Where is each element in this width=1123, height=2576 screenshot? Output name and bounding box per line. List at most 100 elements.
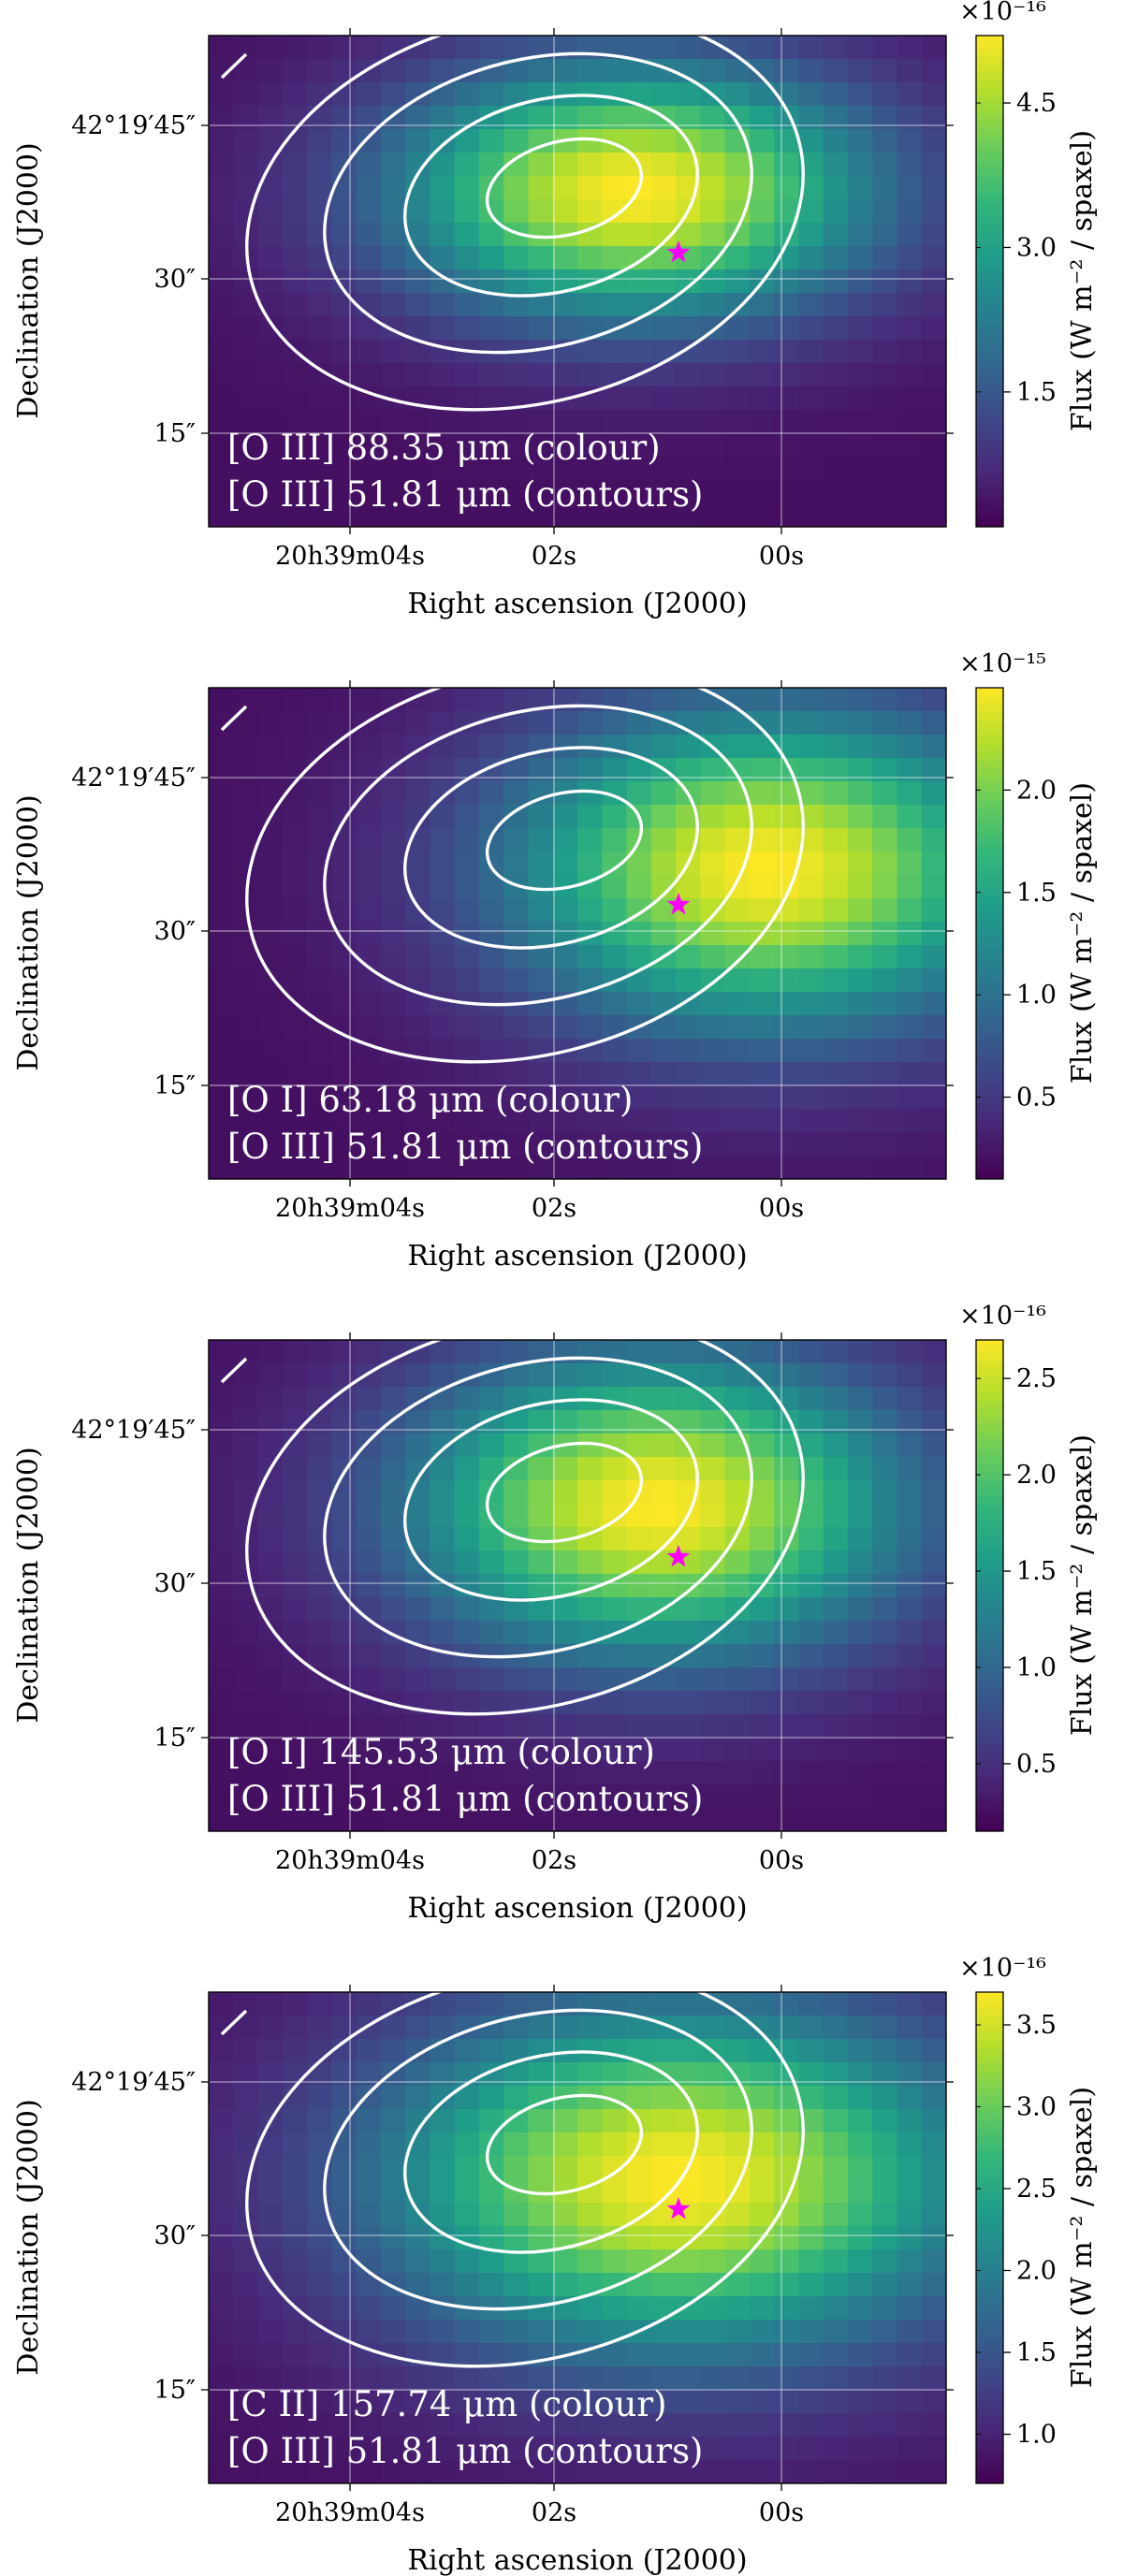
heatmap-cell xyxy=(209,1457,234,1481)
heatmap-cell xyxy=(650,153,677,177)
heatmap-cell xyxy=(724,363,751,387)
heatmap-cell xyxy=(430,1738,456,1762)
heatmap-cell xyxy=(430,1550,456,1575)
heatmap-cell xyxy=(897,503,923,527)
heatmap-cell xyxy=(380,1434,406,1458)
heatmap-cell xyxy=(478,2179,504,2204)
heatmap-cell xyxy=(872,176,898,200)
heatmap-cell xyxy=(356,1738,382,1762)
heatmap-cell xyxy=(405,199,430,224)
heatmap-cell xyxy=(356,1992,382,2016)
heatmap-cell xyxy=(430,59,456,83)
heatmap-cell xyxy=(454,176,480,200)
heatmap-cell xyxy=(897,2273,923,2297)
contour-line xyxy=(220,705,248,732)
heatmap-cell xyxy=(897,1691,923,1715)
heatmap-cell xyxy=(307,36,332,60)
heatmap-cell xyxy=(798,129,824,153)
heatmap-cell xyxy=(626,480,652,504)
heatmap-cell xyxy=(650,129,677,153)
heatmap-cell xyxy=(724,992,751,1016)
heatmap-cell xyxy=(380,1109,406,1133)
heatmap-cell xyxy=(528,2226,554,2250)
heatmap-cell xyxy=(897,36,923,60)
heatmap-cell xyxy=(650,2413,677,2438)
heatmap-cell xyxy=(897,153,923,177)
heatmap-cell xyxy=(676,2343,701,2367)
heatmap-cell xyxy=(872,1691,898,1715)
heatmap-cell xyxy=(209,2366,234,2391)
heatmap-cell xyxy=(700,2413,726,2438)
contours xyxy=(220,1992,805,2368)
heatmap-cell xyxy=(454,688,480,712)
heatmap-cell xyxy=(897,781,923,806)
heatmap-cell xyxy=(331,1340,357,1364)
heatmap-cell xyxy=(209,246,234,270)
heatmap-cell xyxy=(478,851,504,876)
heatmap-cell xyxy=(602,433,628,458)
heatmap-cell xyxy=(798,386,824,411)
heatmap-cell xyxy=(405,2249,430,2274)
heatmap-cell xyxy=(724,269,751,294)
heatmap-cell xyxy=(209,153,234,177)
heatmap-cell xyxy=(331,1062,357,1086)
heatmap-cell xyxy=(503,2203,530,2227)
heatmap-cell xyxy=(798,1621,824,1645)
heatmap-cell xyxy=(798,316,824,341)
heatmap-cell xyxy=(823,2390,849,2414)
heatmap-cell xyxy=(921,781,946,806)
heatmap-cell xyxy=(650,340,677,364)
heatmap-cell xyxy=(503,269,530,294)
heatmap-cell xyxy=(921,153,946,177)
heatmap-cell xyxy=(798,781,824,806)
heatmap-cell xyxy=(921,1132,946,1157)
heatmap-cell xyxy=(380,2296,406,2321)
heatmap-cell xyxy=(823,1644,849,1668)
heatmap-cell xyxy=(380,2460,406,2483)
heatmap-cell xyxy=(356,2039,382,2063)
heatmap-cell xyxy=(700,1457,726,1481)
heatmap-cell xyxy=(749,2366,775,2391)
heatmap-cell xyxy=(577,199,603,224)
heatmap-cell xyxy=(847,223,873,247)
heatmap-cell xyxy=(921,1109,946,1133)
heatmap-cell xyxy=(307,828,332,852)
heatmap-cell xyxy=(724,293,751,317)
heatmap-cell xyxy=(823,1714,849,1739)
heatmap-cell xyxy=(454,2132,480,2157)
heatmap-cell xyxy=(528,828,554,852)
heatmap-cell xyxy=(454,2413,480,2438)
heatmap-cell xyxy=(307,2366,332,2391)
heatmap-cell xyxy=(897,1085,923,1110)
y-axis-label: Declination (J2000) xyxy=(12,1447,45,1723)
heatmap-cell xyxy=(380,340,406,364)
heatmap-cell xyxy=(430,1085,456,1110)
heatmap-cell xyxy=(257,1761,284,1785)
heatmap-cell xyxy=(528,2413,554,2438)
heatmap-cell xyxy=(577,1738,603,1762)
heatmap-cell xyxy=(478,410,504,434)
contour-label: [O III] 51.81 μm (contours) xyxy=(227,1127,704,1167)
heatmap-cell xyxy=(602,1738,628,1762)
heatmap-cell xyxy=(405,480,430,504)
heatmap-cell xyxy=(847,898,873,923)
heatmap-cell xyxy=(405,1156,430,1179)
heatmap-cell xyxy=(872,59,898,83)
heatmap-cell xyxy=(847,2273,873,2297)
heatmap-cell xyxy=(650,2390,677,2414)
heatmap-cell xyxy=(430,711,456,735)
heatmap-cell xyxy=(798,2273,824,2297)
heatmap-cell xyxy=(847,2460,873,2483)
heatmap-cell xyxy=(454,2179,480,2204)
heatmap-cell xyxy=(602,2343,628,2367)
heatmap-cell xyxy=(921,223,946,247)
heatmap-cell xyxy=(872,1504,898,1528)
heatmap-cell xyxy=(356,2320,382,2344)
heatmap-cell xyxy=(282,223,308,247)
heatmap-cell xyxy=(798,363,824,387)
heatmap-cell xyxy=(380,1015,406,1040)
x-tick-label: 20h39m04s xyxy=(275,1846,425,1875)
heatmap-cell xyxy=(823,1527,849,1551)
heatmap-cell xyxy=(676,1738,701,1762)
heatmap-cell xyxy=(257,1784,284,1809)
